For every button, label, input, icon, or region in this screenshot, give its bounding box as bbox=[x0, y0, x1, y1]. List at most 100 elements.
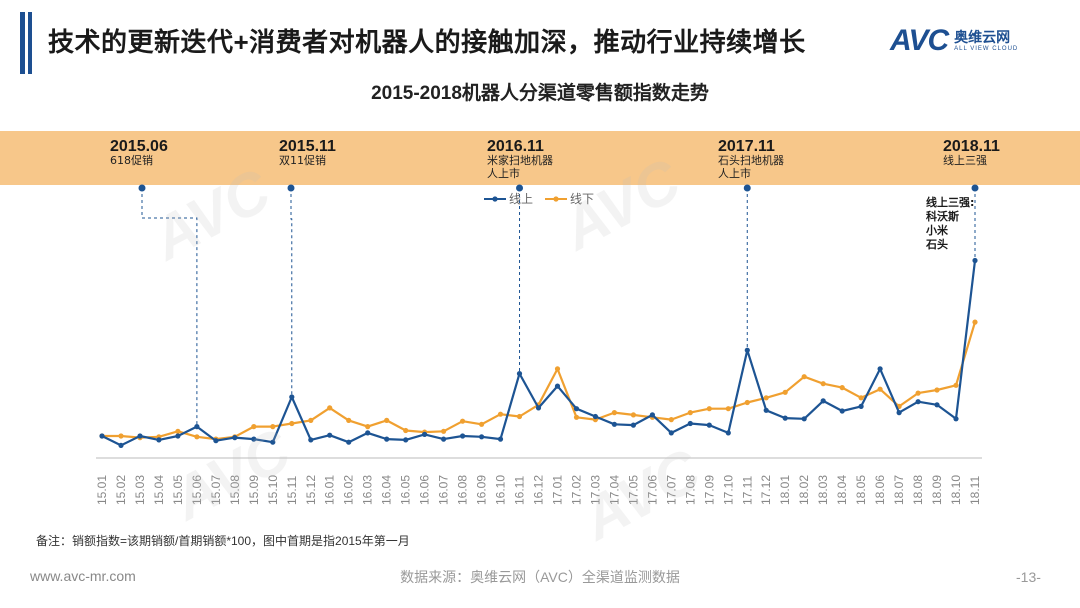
data-point-online bbox=[289, 394, 295, 400]
series-line-offline bbox=[102, 321, 977, 441]
data-point-online bbox=[820, 398, 826, 404]
event-date: 2017.11 bbox=[718, 138, 775, 155]
data-point-online bbox=[270, 439, 276, 445]
x-tick-label: 18.08 bbox=[911, 475, 925, 505]
annotation-text: 石头 bbox=[925, 237, 948, 251]
footer-url[interactable]: www.avc-mr.com bbox=[30, 568, 136, 584]
x-tick-label: 16.07 bbox=[437, 475, 451, 505]
data-point-offline bbox=[554, 366, 561, 372]
data-point-online bbox=[744, 347, 750, 353]
x-tick-label: 15.04 bbox=[152, 475, 166, 505]
x-tick-label: 17.12 bbox=[759, 475, 773, 505]
x-tick-label: 17.06 bbox=[645, 475, 659, 505]
data-point-online bbox=[649, 412, 656, 418]
event-band bbox=[0, 131, 1080, 185]
x-tick-label: 17.08 bbox=[683, 475, 697, 505]
data-point-online bbox=[877, 366, 883, 372]
data-point-offline bbox=[270, 424, 276, 430]
x-tick-label: 18.09 bbox=[930, 475, 944, 505]
data-point-online bbox=[896, 410, 902, 416]
data-point-offline bbox=[308, 417, 314, 423]
x-tick-label: 17.07 bbox=[664, 475, 678, 505]
x-tick-label: 16.04 bbox=[380, 475, 394, 505]
data-point-online bbox=[611, 421, 618, 427]
x-tick-label: 15.02 bbox=[114, 475, 128, 505]
data-point-offline bbox=[403, 427, 409, 434]
event-label: 618促销 bbox=[110, 153, 153, 167]
event-marker-dot bbox=[971, 184, 979, 192]
x-tick-label: 16.06 bbox=[418, 475, 432, 505]
data-point-offline bbox=[573, 414, 580, 420]
x-tick-label: 15.11 bbox=[285, 476, 299, 505]
data-point-offline bbox=[953, 382, 959, 388]
x-tick-label: 18.02 bbox=[797, 475, 811, 505]
x-tick-label: 15.07 bbox=[209, 475, 223, 505]
event-marker-dot bbox=[287, 184, 295, 192]
data-point-online bbox=[365, 430, 371, 436]
event-leader-line bbox=[290, 188, 293, 397]
data-point-online bbox=[687, 420, 693, 427]
x-tick-label: 15.06 bbox=[190, 475, 204, 505]
accent-bar bbox=[20, 12, 25, 74]
data-point-offline bbox=[479, 421, 485, 427]
event-label: 双11促销 bbox=[279, 153, 326, 167]
x-tick-label: 18.11 bbox=[968, 476, 982, 505]
data-point-online bbox=[422, 431, 428, 437]
event-label: 人上市 bbox=[487, 166, 520, 180]
data-point-online bbox=[668, 430, 674, 436]
x-tick-label: 17.11 bbox=[740, 476, 754, 505]
x-tick-label: 16.10 bbox=[494, 475, 508, 505]
data-point-offline bbox=[289, 420, 295, 427]
data-point-offline bbox=[175, 428, 181, 434]
data-point-online bbox=[934, 402, 940, 408]
x-tick-label: 15.12 bbox=[304, 475, 318, 505]
x-tick-label: 15.03 bbox=[133, 475, 147, 505]
x-tick-label: 18.05 bbox=[854, 475, 868, 505]
footnote: 备注：销额指数=该期销额/首期销额*100，图中首期是指2015年第一月 bbox=[36, 534, 410, 548]
x-tick-label: 16.03 bbox=[361, 475, 375, 505]
legend-marker bbox=[553, 196, 559, 202]
data-point-online bbox=[460, 433, 466, 439]
event-marker-dot bbox=[743, 184, 751, 192]
event-marker-dot bbox=[138, 184, 146, 192]
data-point-offline bbox=[763, 395, 769, 401]
data-point-online bbox=[251, 436, 257, 442]
x-tick-label: 18.06 bbox=[873, 475, 887, 505]
data-point-offline bbox=[877, 386, 883, 392]
logo-english: ALL VIEW CLOUD bbox=[954, 46, 1019, 52]
x-tick-label: 17.03 bbox=[588, 475, 602, 505]
data-point-offline bbox=[744, 399, 750, 406]
data-point-offline bbox=[630, 412, 637, 418]
logo-chinese: 奥维云网 bbox=[954, 29, 1011, 45]
data-point-offline bbox=[782, 389, 788, 395]
data-point-online bbox=[516, 371, 523, 377]
data-point-offline bbox=[687, 410, 693, 416]
data-point-online bbox=[384, 436, 390, 442]
x-tick-label: 16.05 bbox=[399, 475, 413, 505]
data-point-online bbox=[213, 438, 219, 444]
x-tick-label: 17.02 bbox=[569, 475, 583, 505]
data-point-online bbox=[175, 433, 181, 439]
data-point-online bbox=[479, 434, 485, 440]
data-point-online bbox=[118, 442, 124, 448]
event-label: 人上市 bbox=[718, 166, 751, 180]
data-point-offline bbox=[460, 418, 466, 424]
data-point-offline bbox=[251, 424, 257, 430]
x-tick-label: 16.09 bbox=[475, 475, 489, 505]
page-headline: 技术的更新迭代+消费者对机器人的接触加深，推动行业持续增长 bbox=[48, 27, 806, 57]
data-point-online bbox=[535, 405, 542, 411]
data-point-online bbox=[953, 416, 959, 422]
x-tick-label: 16.01 bbox=[323, 475, 337, 505]
data-point-online bbox=[972, 257, 978, 264]
data-point-online bbox=[782, 415, 788, 421]
x-tick-label: 17.05 bbox=[626, 475, 640, 505]
data-point-online bbox=[573, 406, 580, 412]
event-date: 2015.06 bbox=[110, 138, 168, 155]
logo-text: AVC bbox=[890, 24, 949, 57]
legend-label: 线上 bbox=[509, 192, 533, 206]
data-point-online bbox=[497, 436, 504, 442]
data-point-online bbox=[763, 407, 769, 413]
series-line-online bbox=[101, 260, 977, 447]
data-point-online bbox=[194, 424, 200, 430]
data-point-offline bbox=[820, 381, 826, 387]
